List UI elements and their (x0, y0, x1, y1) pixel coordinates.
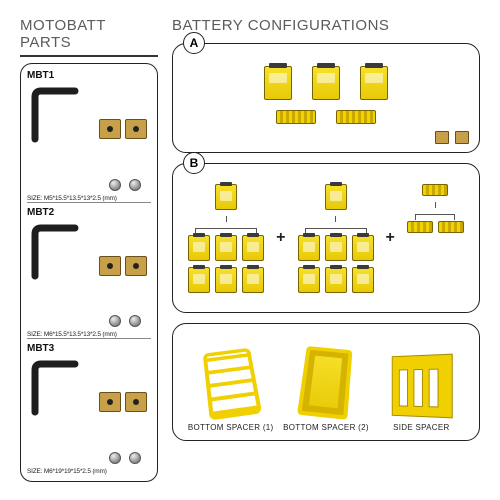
spacer-base-icon (422, 184, 448, 196)
tree-col (188, 184, 264, 293)
parts-title: MOTOBATT PARTS (20, 18, 158, 51)
plus-icon: + (276, 229, 285, 247)
configurations-column: BATTERY CONFIGURATIONS A B (172, 18, 480, 482)
config-panel-b: B + (172, 163, 480, 313)
battery-icon (312, 66, 340, 100)
brass-bracket-icon (99, 392, 121, 412)
page-layout: MOTOBATT PARTS MBT1 SIZE: M5*15.5*13.5*1… (20, 18, 480, 482)
brass-bracket-icon (435, 131, 449, 144)
part-mbt3: MBT3 SIZE: M6*19*19*15*2.5 (mm) (27, 338, 151, 475)
spacer-cell-1: BOTTOM SPACER (1) (183, 332, 278, 432)
spacer-base-icon (276, 110, 316, 124)
brass-bracket-icon (125, 392, 147, 412)
part-label: MBT2 (27, 207, 151, 218)
battery-icon (242, 267, 264, 293)
battery-icon (352, 267, 374, 293)
tree-col (298, 184, 374, 293)
panel-b-tree: + + (183, 184, 469, 293)
battery-icon (188, 235, 210, 261)
part-mbt2: MBT2 SIZE: M6*15.5*13.5*13*2.5 (mm) (27, 202, 151, 339)
part-graphic-mbt2 (27, 220, 151, 330)
brass-bracket-icon (99, 119, 121, 139)
part-graphic-mbt3 (27, 356, 151, 466)
panel-letter-b: B (183, 152, 205, 174)
spacer-label: SIDE SPACER (393, 423, 450, 432)
tree-col (407, 184, 464, 293)
part-size: SIZE: M6*15.5*13.5*13*2.5 (mm) (27, 331, 151, 338)
bolt-icon (109, 315, 121, 327)
parts-column: MOTOBATT PARTS MBT1 SIZE: M5*15.5*13.5*1… (20, 18, 158, 482)
battery-icon (298, 235, 320, 261)
bolt-icon (129, 452, 141, 464)
bottom-spacer-1-icon (202, 347, 261, 420)
panel-a-brackets (435, 131, 469, 144)
battery-icon (264, 66, 292, 100)
hexkey-icon (29, 85, 83, 149)
hexkey-icon (29, 222, 83, 286)
brass-bracket-icon (125, 256, 147, 276)
spacer-cell-2: BOTTOM SPACER (2) (278, 332, 373, 432)
configurations-title: BATTERY CONFIGURATIONS (172, 18, 480, 35)
spacer-base-icon (438, 221, 464, 233)
bolt-icon (129, 179, 141, 191)
bolt-icon (109, 452, 121, 464)
battery-icon (325, 235, 347, 261)
battery-icon (325, 184, 347, 210)
battery-icon (298, 267, 320, 293)
battery-icon (325, 267, 347, 293)
bolt-icon (129, 315, 141, 327)
spacer-base-icon (336, 110, 376, 124)
brass-bracket-icon (99, 256, 121, 276)
battery-icon (215, 235, 237, 261)
battery-icon (360, 66, 388, 100)
parts-title-underline (20, 55, 158, 57)
bottom-spacer-2-icon (297, 346, 352, 420)
part-mbt1: MBT1 SIZE: M5*15.5*13.5*13*2.5 (mm) (27, 70, 151, 202)
spacers-panel: BOTTOM SPACER (1) BOTTOM SPACER (2) SIDE… (172, 323, 480, 441)
side-spacer-icon (392, 353, 453, 418)
battery-icon (242, 235, 264, 261)
bolt-icon (109, 179, 121, 191)
part-graphic-mbt1 (27, 83, 151, 193)
spacer-label: BOTTOM SPACER (2) (283, 423, 369, 432)
config-panel-a: A (172, 43, 480, 153)
panel-a-batteries (183, 66, 469, 100)
battery-icon (215, 267, 237, 293)
battery-icon (215, 184, 237, 210)
panel-a-bases (183, 110, 469, 124)
battery-icon (352, 235, 374, 261)
parts-panel: MBT1 SIZE: M5*15.5*13.5*13*2.5 (mm) MBT2 (20, 63, 158, 482)
part-label: MBT1 (27, 70, 151, 81)
part-size: SIZE: M6*19*19*15*2.5 (mm) (27, 468, 151, 475)
hexkey-icon (29, 358, 83, 422)
part-size: SIZE: M5*15.5*13.5*13*2.5 (mm) (27, 195, 151, 202)
spacer-base-icon (407, 221, 433, 233)
spacer-label: BOTTOM SPACER (1) (188, 423, 274, 432)
spacer-cell-3: SIDE SPACER (374, 332, 469, 432)
battery-icon (188, 267, 210, 293)
brass-bracket-icon (455, 131, 469, 144)
part-label: MBT3 (27, 343, 151, 354)
brass-bracket-icon (125, 119, 147, 139)
panel-letter-a: A (183, 32, 205, 54)
plus-icon: + (386, 229, 395, 247)
